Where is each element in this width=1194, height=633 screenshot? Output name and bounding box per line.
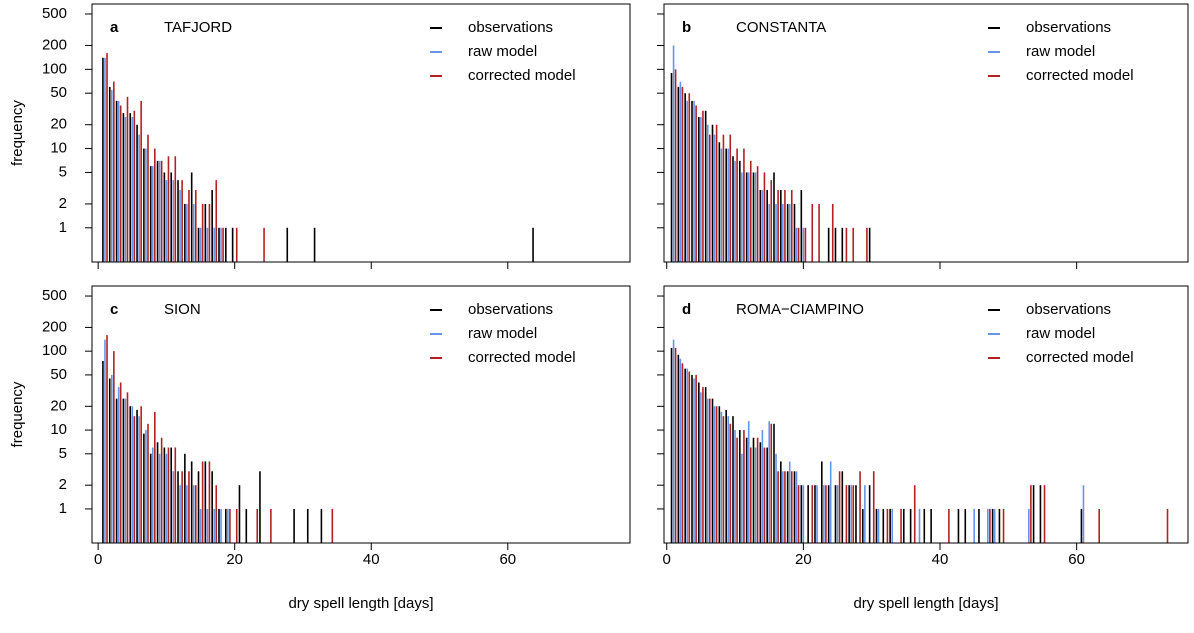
y-tick-label: 2 xyxy=(59,195,67,212)
y-tick-label: 1 xyxy=(59,500,67,517)
x-axis-label: dry spell length [days] xyxy=(288,595,433,612)
legend-label: raw model xyxy=(468,43,537,60)
legend-label: observations xyxy=(1026,19,1111,36)
y-tick-label: 200 xyxy=(42,318,67,335)
plot-frame xyxy=(91,285,631,544)
panel-label: b xyxy=(682,19,691,36)
y-tick-label: 500 xyxy=(42,5,67,22)
y-tick-label: 2 xyxy=(59,476,67,493)
legend-label: corrected model xyxy=(1026,67,1134,84)
x-tick-label: 0 xyxy=(94,551,102,568)
legend-label: observations xyxy=(468,301,553,318)
y-tick-label: 100 xyxy=(42,342,67,359)
y-tick-label: 5 xyxy=(59,445,67,462)
y-tick-label: 100 xyxy=(42,60,67,77)
y-tick-label: 10 xyxy=(50,140,67,157)
x-tick-label: 0 xyxy=(663,551,671,568)
legend-label: corrected model xyxy=(1026,349,1134,366)
y-tick-label: 1 xyxy=(59,219,67,236)
legend-label: observations xyxy=(468,19,553,36)
x-tick-label: 60 xyxy=(1068,551,1085,568)
panel-label: c xyxy=(110,301,118,318)
plot-frame xyxy=(663,285,1189,544)
x-axis-label: dry spell length [days] xyxy=(853,595,998,612)
y-tick-label: 10 xyxy=(50,421,67,438)
x-tick-label: 20 xyxy=(226,551,243,568)
panel-label: d xyxy=(682,301,691,318)
y-tick-label: 20 xyxy=(50,116,67,133)
legend-label: raw model xyxy=(1026,325,1095,342)
y-axis-label: frequency xyxy=(9,100,26,166)
legend-label: raw model xyxy=(468,325,537,342)
legend-label: corrected model xyxy=(468,349,576,366)
y-tick-label: 50 xyxy=(50,84,67,101)
y-tick-label: 500 xyxy=(42,287,67,304)
plot-frame xyxy=(663,3,1189,263)
panel-title: SION xyxy=(164,301,201,318)
panel-title: CONSTANTA xyxy=(736,19,826,36)
legend-label: raw model xyxy=(1026,43,1095,60)
y-tick-label: 50 xyxy=(50,366,67,383)
legend-label: corrected model xyxy=(468,67,576,84)
y-tick-label: 20 xyxy=(50,397,67,414)
x-tick-label: 20 xyxy=(795,551,812,568)
y-tick-label: 200 xyxy=(42,36,67,53)
panel-label: a xyxy=(110,19,119,36)
panel-title: TAFJORD xyxy=(164,19,232,36)
plot-frame xyxy=(91,3,631,263)
legend-label: observations xyxy=(1026,301,1111,318)
y-axis-label: frequency xyxy=(9,381,26,447)
x-tick-label: 40 xyxy=(932,551,949,568)
panel-title: ROMA−CIAMPINO xyxy=(736,301,864,318)
x-tick-label: 60 xyxy=(499,551,516,568)
x-tick-label: 40 xyxy=(363,551,380,568)
y-tick-label: 5 xyxy=(59,163,67,180)
